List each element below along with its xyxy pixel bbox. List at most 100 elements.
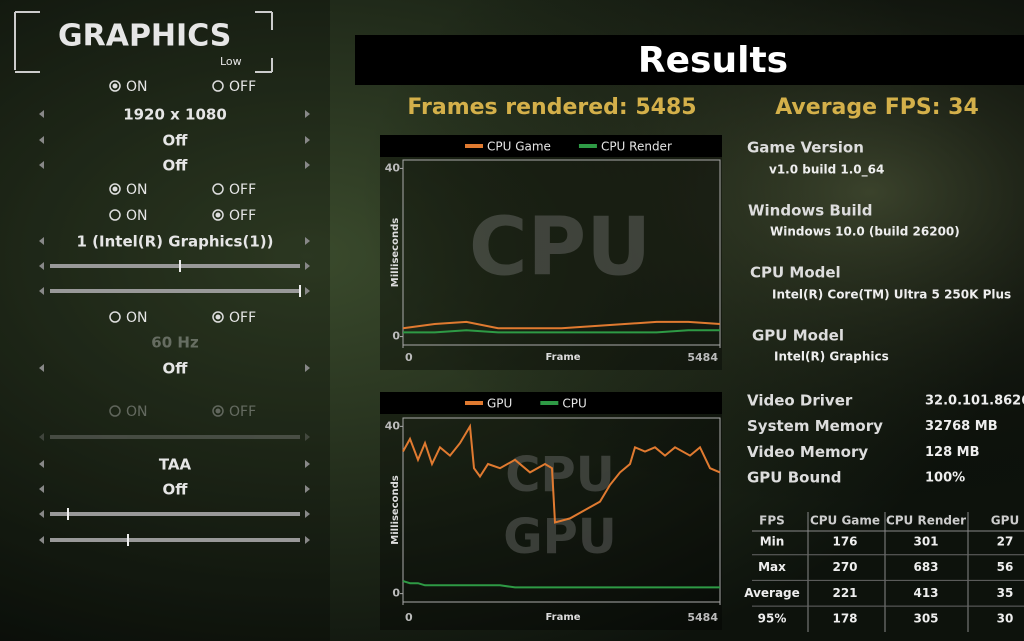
radio-label: ON (126, 208, 148, 224)
radio-dot (215, 212, 221, 218)
setting-value: 60 Hz (151, 334, 199, 352)
arrow-left (39, 161, 44, 169)
table-cell: 176 (832, 535, 857, 549)
arrow-left (39, 262, 44, 270)
setting-row[interactable]: Off (39, 481, 310, 499)
setting-row[interactable] (39, 285, 310, 297)
slider-knob (179, 260, 181, 272)
arrow-right (305, 161, 310, 169)
preset: Low (220, 55, 242, 68)
setting-row[interactable] (39, 260, 310, 272)
radio (109, 311, 121, 323)
table-cell: Average (744, 586, 800, 600)
arrow-right (305, 287, 310, 295)
setting-row[interactable]: Off (39, 360, 310, 378)
radio-label: ON (126, 182, 148, 198)
setting-row[interactable]: 60 Hz (151, 334, 199, 352)
table-header: FPS (759, 514, 785, 528)
arrow-left (39, 536, 44, 544)
watermark: GPU (503, 509, 617, 565)
table-cell: 95% (758, 612, 787, 626)
radio-label: OFF (229, 310, 256, 326)
setting-value: Off (163, 132, 189, 150)
arrow-left (39, 510, 44, 518)
setting-row[interactable]: TAA (39, 456, 310, 474)
info-label: CPU Model (750, 264, 841, 282)
setting-row[interactable]: Off (39, 157, 310, 175)
radio (212, 80, 224, 92)
table-cell: 35 (997, 586, 1014, 600)
setting-row[interactable]: ON OFF (109, 404, 256, 420)
series-line (402, 423, 721, 524)
arrow-left (39, 485, 44, 493)
setting-row[interactable]: ON OFF (109, 182, 256, 198)
settings-shade (0, 0, 330, 641)
info-label: Game Version (747, 139, 864, 157)
arrow-left (39, 287, 44, 295)
setting-row[interactable] (39, 508, 310, 520)
info-label: GPU Model (752, 327, 844, 345)
radio (212, 405, 224, 417)
hw-value: 100% (925, 471, 965, 486)
radio (109, 405, 121, 417)
radio-dot (112, 83, 118, 89)
arrow-left (39, 433, 44, 441)
arrow-right (305, 110, 310, 118)
plot-frame (402, 159, 721, 346)
arrow-right (305, 262, 310, 270)
radio-label: OFF (229, 208, 256, 224)
table-cell: 30 (997, 612, 1014, 626)
series-line (403, 329, 720, 334)
arrow-right (305, 364, 310, 372)
setting-row[interactable]: 1920 x 1080 (39, 106, 310, 124)
setting-row[interactable] (39, 433, 310, 441)
setting-value: TAA (159, 456, 192, 474)
setting-row[interactable]: ON OFF (109, 310, 256, 326)
table-header: CPU Render (886, 514, 966, 528)
legend-label: CPU Game (487, 140, 551, 154)
legend-swatch (540, 401, 559, 405)
table-cell: 413 (913, 586, 938, 600)
radio (212, 183, 224, 195)
table-cell: 27 (997, 535, 1014, 549)
slider-knob (127, 534, 129, 546)
info-value: Windows 10.0 (build 26200) (770, 225, 960, 239)
arrow-right (305, 433, 310, 441)
slider-track (50, 538, 300, 542)
setting-row[interactable]: ON OFF (109, 79, 256, 95)
arrow-right (305, 485, 310, 493)
radio (212, 209, 224, 221)
setting-value: Off (163, 481, 189, 499)
y-axis-label: Milliseconds (390, 475, 401, 544)
setting-value: Off (163, 157, 189, 175)
y-tick-label: 0 (392, 587, 400, 600)
y-axis-label: Milliseconds (390, 218, 401, 287)
setting-row[interactable]: ON OFF (109, 208, 256, 224)
watermark: CPU (469, 200, 651, 293)
radio-dot (215, 408, 221, 414)
table-cell: Min (760, 535, 785, 549)
y-tick-label: 0 (392, 330, 400, 343)
slider-track (50, 264, 300, 268)
x-tick-label: 0 (405, 351, 413, 364)
table-cell: 683 (913, 560, 938, 574)
average-fps: Average FPS: 34 (775, 95, 979, 120)
table-cell: 270 (832, 560, 857, 574)
chart-legend-band (380, 135, 722, 157)
title-frame (14, 11, 273, 73)
setting-row[interactable]: 1 (Intel(R) Graphics(1)) (39, 233, 310, 251)
setting-value: 1 (Intel(R) Graphics(1)) (77, 233, 274, 251)
x-tick-label: 5484 (687, 611, 718, 624)
setting-value: 1920 x 1080 (123, 106, 227, 124)
series-line (402, 320, 721, 330)
setting-row[interactable]: Off (39, 132, 310, 150)
setting-row[interactable] (39, 534, 310, 546)
series-line (402, 580, 720, 589)
radio-dot (215, 314, 221, 320)
radio-label: ON (126, 310, 148, 326)
arrow-left (39, 364, 44, 372)
